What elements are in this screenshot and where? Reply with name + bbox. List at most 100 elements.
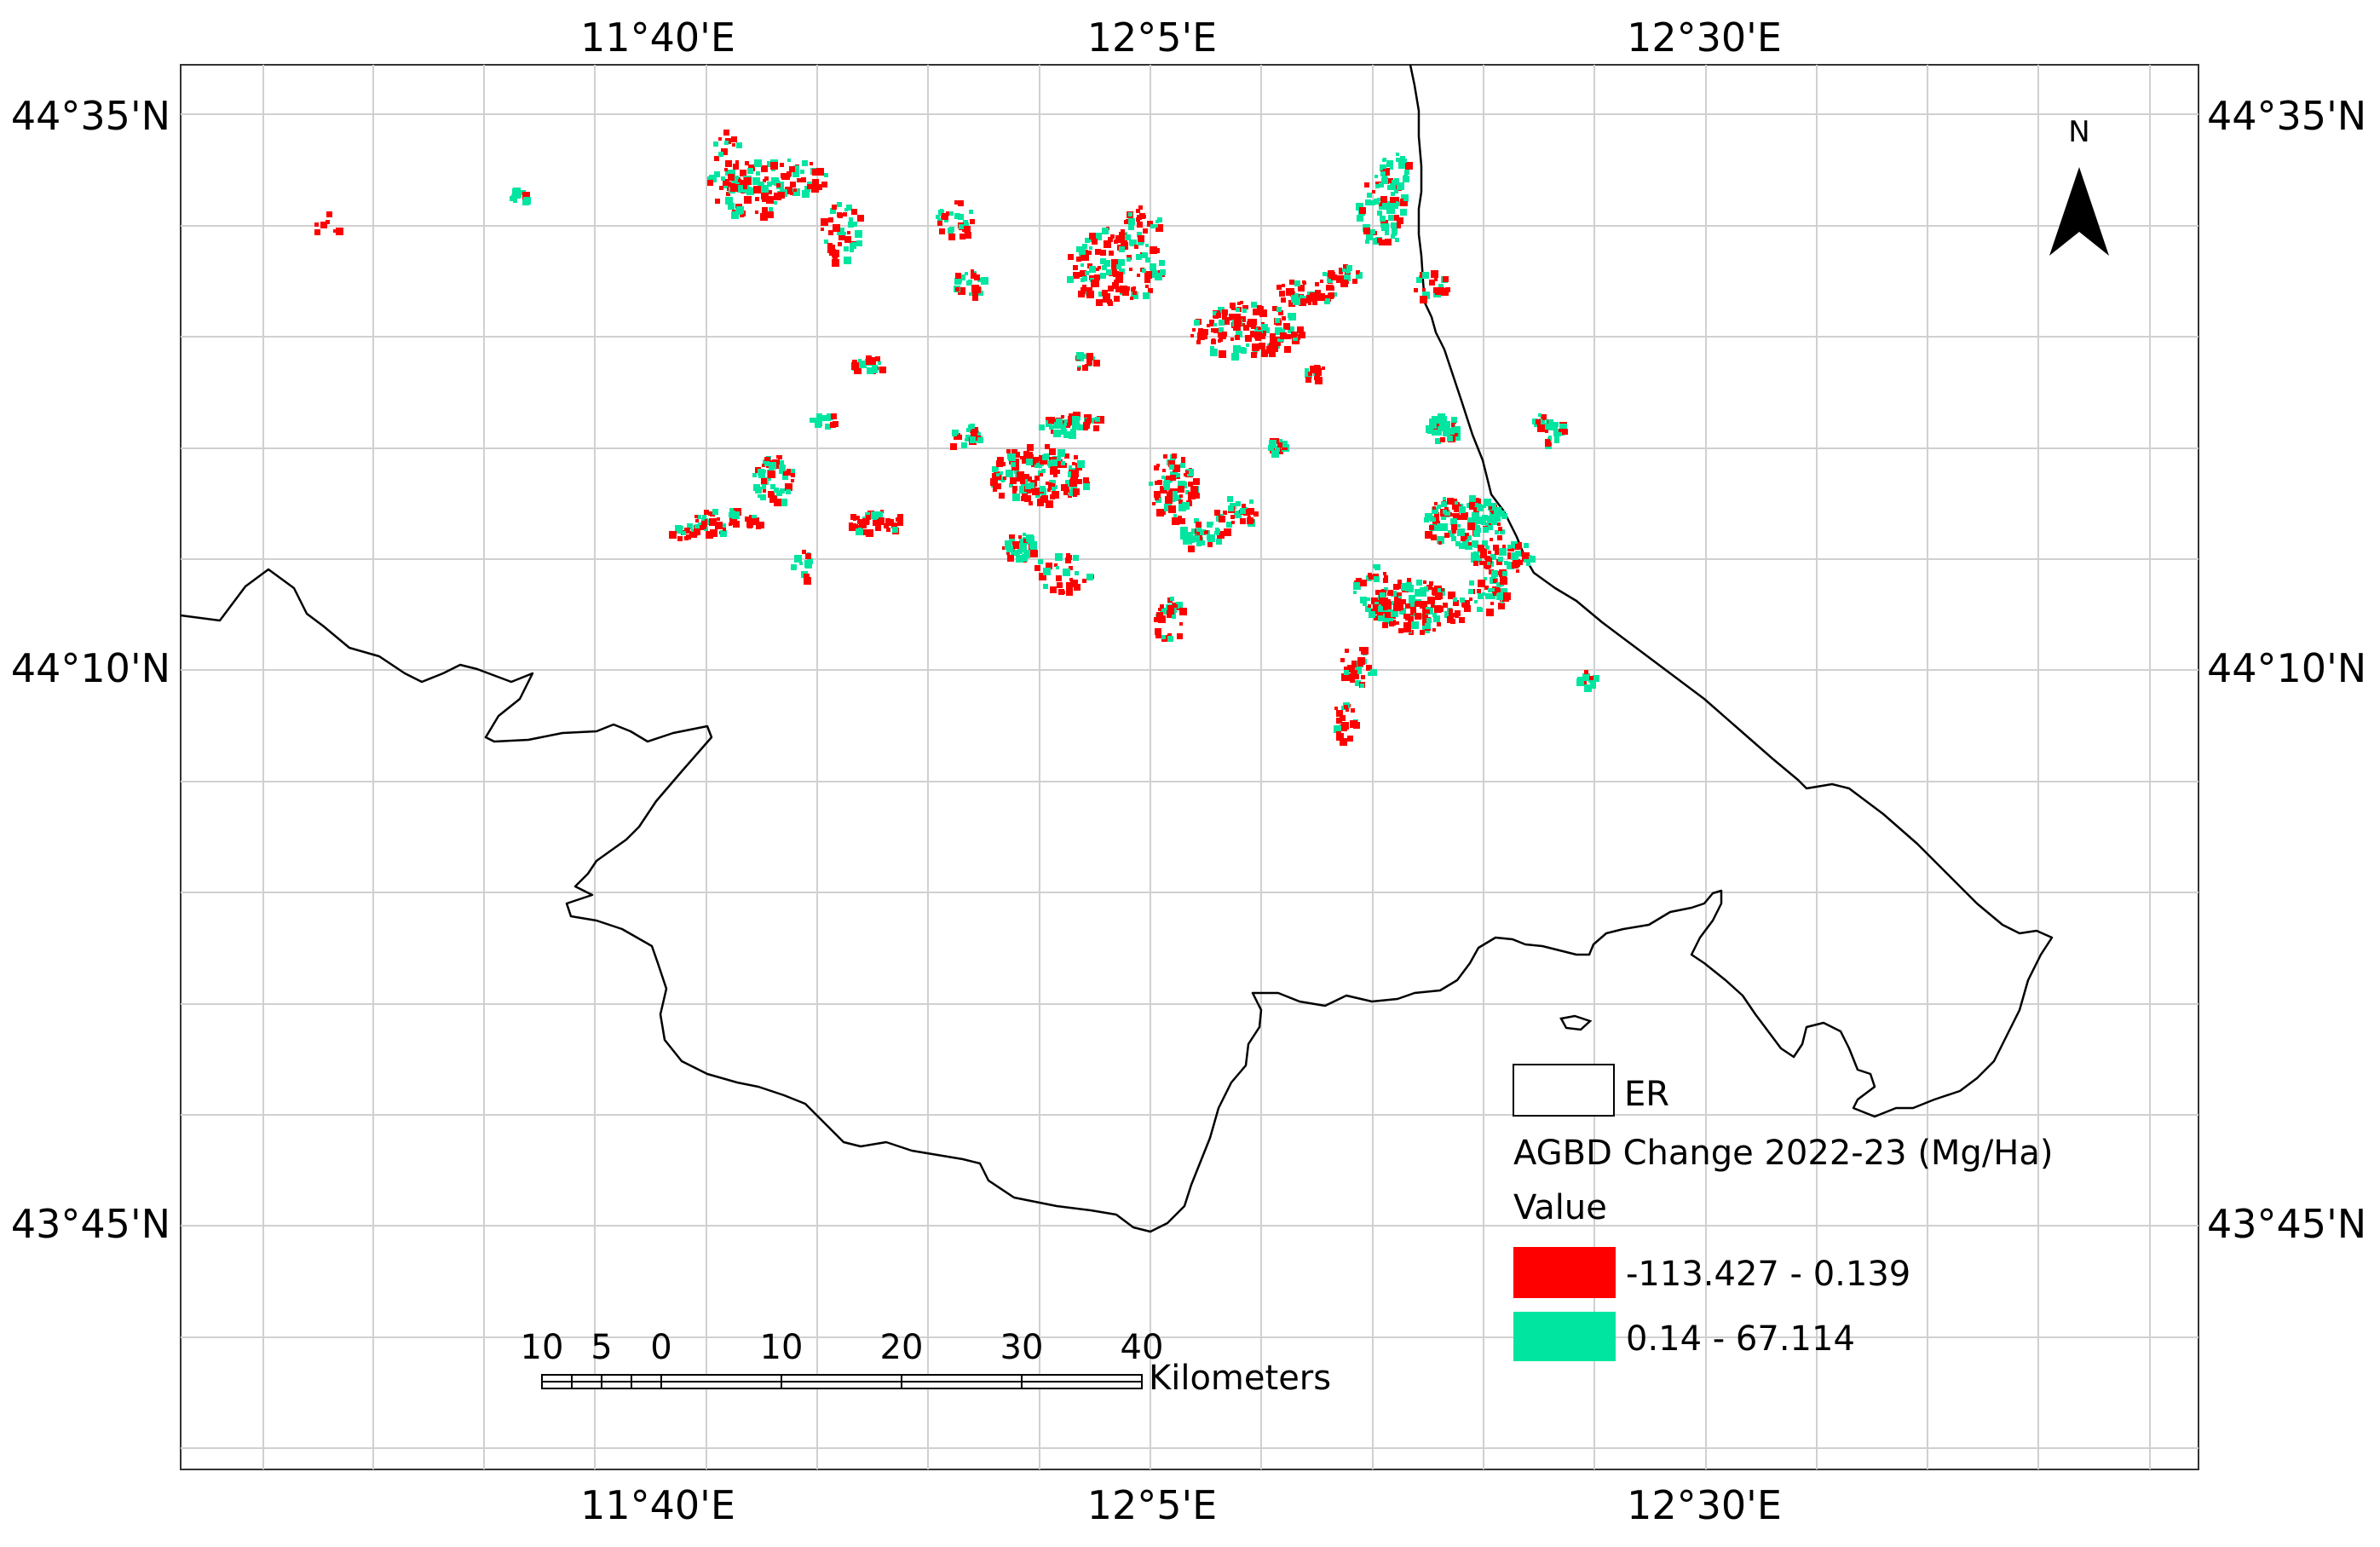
raster-pixel xyxy=(1161,476,1165,479)
raster-pixel xyxy=(762,485,766,489)
raster-pixel xyxy=(875,511,883,519)
raster-pixel xyxy=(1131,292,1138,299)
raster-pixel xyxy=(785,483,792,491)
raster-pixel xyxy=(1432,416,1435,419)
agbd-change-raster xyxy=(314,130,1599,746)
raster-pixel xyxy=(1266,346,1274,354)
raster-pixel xyxy=(1275,318,1280,323)
raster-pixel xyxy=(1431,534,1437,540)
raster-pixel xyxy=(1061,461,1065,465)
raster-pixel xyxy=(1028,490,1031,494)
raster-pixel xyxy=(1502,545,1506,548)
raster-pixel xyxy=(724,168,728,171)
raster-pixel xyxy=(1485,545,1490,550)
raster-pixel xyxy=(1117,277,1123,283)
raster-pixel xyxy=(1278,310,1283,315)
raster-pixel xyxy=(1104,260,1110,267)
raster-pixel xyxy=(1236,501,1241,506)
raster-pixel xyxy=(1050,494,1055,499)
raster-pixel xyxy=(1120,286,1127,293)
raster-pixel xyxy=(1222,309,1228,315)
raster-pixel xyxy=(810,418,815,423)
lat-label-left: 44°10'N xyxy=(11,645,170,691)
raster-pixel xyxy=(776,490,782,496)
raster-pixel xyxy=(1504,561,1508,565)
raster-pixel xyxy=(780,163,784,167)
raster-pixel xyxy=(1385,239,1392,245)
raster-pixel xyxy=(1447,436,1453,442)
raster-pixel xyxy=(1213,311,1217,315)
raster-pixel xyxy=(1094,233,1102,240)
raster-pixel xyxy=(1398,628,1403,633)
raster-pixel xyxy=(949,227,954,232)
raster-pixel xyxy=(812,179,819,186)
raster-pixel xyxy=(1395,238,1399,242)
raster-pixel xyxy=(1381,223,1389,231)
raster-pixel xyxy=(1083,483,1090,490)
raster-pixel xyxy=(1432,416,1440,424)
raster-pixel xyxy=(1341,673,1349,681)
raster-pixel xyxy=(1430,516,1436,522)
raster-pixel xyxy=(1003,476,1006,480)
raster-pixel xyxy=(837,202,842,207)
raster-pixel xyxy=(1128,218,1135,225)
raster-pixel xyxy=(1065,422,1069,426)
raster-pixel xyxy=(1536,419,1541,424)
raster-pixel xyxy=(1457,524,1461,528)
raster-pixel xyxy=(852,222,857,227)
raster-pixel xyxy=(1401,583,1409,591)
raster-pixel xyxy=(1469,597,1472,601)
raster-pixel xyxy=(1414,288,1418,292)
raster-pixel xyxy=(1468,542,1472,545)
raster-pixel xyxy=(1006,449,1011,453)
raster-pixel xyxy=(752,177,760,185)
raster-pixel xyxy=(1498,527,1502,531)
raster-pixel xyxy=(1166,476,1170,480)
raster-pixel xyxy=(807,184,812,189)
raster-pixel xyxy=(1483,527,1489,533)
raster-pixel xyxy=(1440,523,1448,531)
raster-pixel xyxy=(1473,530,1480,537)
raster-pixel xyxy=(1392,228,1397,234)
raster-pixel xyxy=(1377,211,1382,216)
raster-pixel xyxy=(1367,193,1372,198)
raster-pixel xyxy=(1374,576,1380,582)
raster-pixel xyxy=(1478,580,1485,587)
raster-pixel xyxy=(1034,457,1040,463)
raster-pixel xyxy=(676,527,683,534)
raster-pixel xyxy=(877,517,885,525)
raster-pixel xyxy=(1161,635,1166,639)
raster-pixel xyxy=(1061,415,1064,418)
raster-pixel xyxy=(1382,597,1388,603)
raster-pixel xyxy=(1082,579,1086,583)
raster-pixel xyxy=(1340,658,1345,662)
raster-pixel xyxy=(1428,586,1432,590)
raster-pixel xyxy=(1236,331,1242,338)
legend-layer-title: AGBD Change 2022-23 (Mg/Ha) xyxy=(1513,1134,2054,1173)
raster-pixel xyxy=(1108,286,1114,292)
raster-pixel xyxy=(975,293,978,297)
raster-pixel xyxy=(1433,287,1439,293)
north-label: N xyxy=(2068,115,2089,149)
raster-pixel xyxy=(1079,467,1082,470)
raster-pixel xyxy=(1138,235,1144,242)
raster-pixel xyxy=(745,161,749,165)
raster-pixel xyxy=(1336,718,1342,724)
raster-pixel xyxy=(768,190,772,194)
raster-pixel xyxy=(747,178,751,182)
raster-pixel xyxy=(1022,491,1028,497)
raster-pixel xyxy=(1254,332,1262,339)
raster-pixel xyxy=(1063,569,1070,576)
raster-pixel xyxy=(961,442,967,448)
raster-pixel xyxy=(1167,636,1173,642)
raster-pixel xyxy=(768,491,775,498)
raster-pixel xyxy=(1361,647,1369,655)
raster-pixel xyxy=(1173,514,1177,517)
raster-pixel xyxy=(1388,178,1393,183)
raster-pixel xyxy=(731,176,739,183)
raster-pixel xyxy=(833,224,840,232)
raster-pixel xyxy=(1168,505,1176,513)
raster-pixel xyxy=(1054,422,1061,429)
raster-pixel xyxy=(1366,665,1372,671)
raster-pixel xyxy=(1488,551,1491,554)
